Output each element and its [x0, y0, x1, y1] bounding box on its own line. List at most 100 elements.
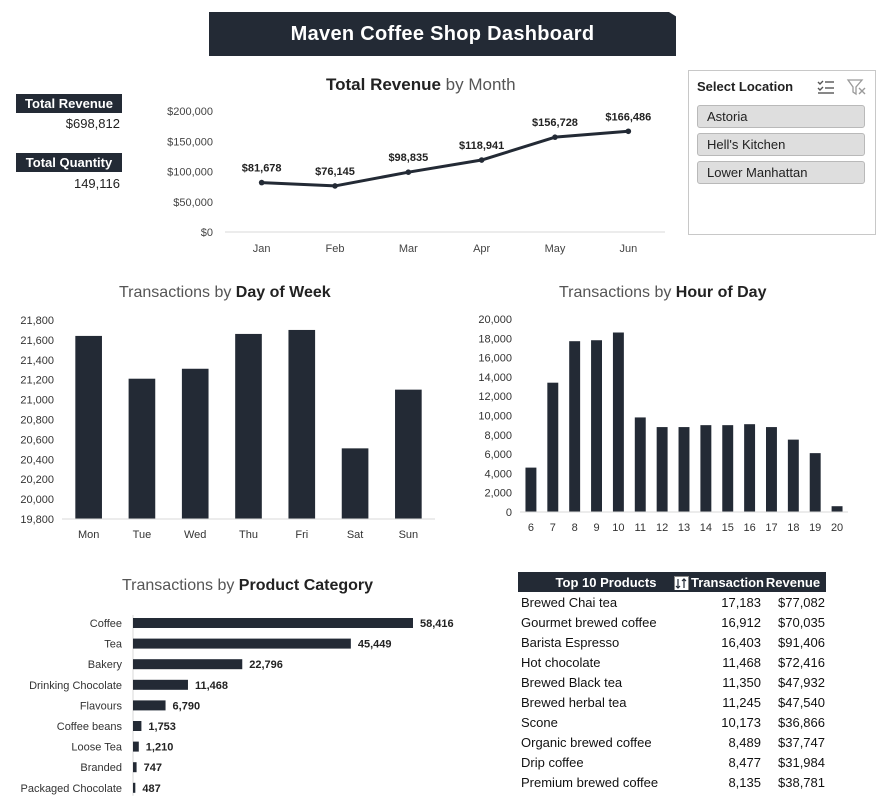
product-cell: Premium brewed coffee	[521, 774, 659, 790]
x-tick-label: 9	[593, 522, 599, 534]
total-quantity-value: 149,116	[73, 176, 120, 191]
y-tick-label: 20,000	[20, 494, 54, 506]
slicer-item-lower-manhattan[interactable]: Lower Manhattan	[697, 161, 865, 184]
hour-title-rest: Transactions by	[559, 284, 672, 301]
revenue-line-chart: $0 $50,000 $100,000 $150,000 $200,000 Jan Feb M…	[167, 106, 665, 255]
y-tick-label: 2,000	[484, 488, 512, 500]
product-cell: Hot chocolate	[521, 654, 601, 670]
data-point	[478, 157, 485, 163]
y-tick-label: 18,000	[478, 333, 512, 345]
x-tick-label: Tue	[133, 529, 152, 541]
bar	[288, 329, 316, 519]
revenue-cell: $77,082	[778, 594, 825, 610]
data-label: 487	[142, 783, 160, 795]
revenue-cell: $72,416	[778, 654, 825, 670]
y-tick-label: 20,200	[20, 474, 54, 486]
slicer-item-hells-kitchen[interactable]: Hell's Kitchen	[697, 133, 865, 156]
table-row: Drip coffee 8,477 $31,984	[518, 752, 826, 772]
x-tick-label: 12	[656, 522, 668, 534]
product-cell: Scone	[521, 714, 558, 730]
y-tick-label: 19,800	[20, 514, 54, 526]
total-revenue-value: $698,812	[65, 116, 120, 131]
hour-bar-chart: 0 2,000 4,000 6,000 8,000 10,000 12,000 14,000 1…	[478, 314, 848, 534]
table-row: Organic brewed coffee 8,489 $37,747	[518, 732, 826, 752]
category-label: Bakery	[88, 659, 123, 671]
slicer-item-astoria[interactable]: Astoria	[697, 105, 865, 128]
data-point	[552, 134, 558, 140]
bar	[525, 467, 537, 512]
table-row: Premium brewed coffee 8,135 $38,781	[518, 772, 826, 792]
x-tick-label: 18	[787, 522, 799, 534]
x-tick-label: 6	[528, 522, 534, 534]
transactions-cell: 8,489	[728, 734, 761, 750]
category-title-bold: Product Category	[238, 577, 374, 594]
y-tick-label: 6,000	[484, 449, 512, 461]
category-title-rest: Transactions by	[122, 577, 235, 594]
bar	[133, 721, 142, 731]
revenue-cell: $31,984	[778, 754, 825, 770]
x-tick-label: Jun	[619, 243, 637, 255]
y-tick-label: 20,600	[20, 434, 54, 446]
x-tick-label: 13	[678, 522, 690, 534]
y-tick-label: 21,600	[20, 335, 54, 347]
x-tick-label: 15	[722, 522, 734, 534]
dow-title-rest: Transactions by	[119, 284, 232, 301]
bar	[569, 341, 581, 512]
revenue-cell: $70,035	[778, 614, 825, 630]
transactions-cell: 11,245	[722, 694, 761, 710]
category-label: Loose Tea	[71, 742, 122, 754]
x-tick-label: 19	[809, 522, 821, 534]
bar	[75, 335, 102, 519]
dow-bar-chart: 19,800 20,000 20,200 20,400 20,600 20,800 21,0…	[20, 315, 435, 541]
x-tick-label: Jan	[253, 243, 271, 255]
x-tick-label: 7	[550, 522, 556, 534]
bar	[809, 453, 821, 512]
clear-filter-icon[interactable]	[846, 78, 868, 96]
table-row: Brewed Chai tea 17,183 $77,082	[518, 592, 826, 612]
bar	[181, 368, 209, 519]
revenue-cell: $47,932	[778, 674, 825, 690]
data-label: $98,835	[388, 152, 428, 164]
table-row: Brewed Black tea 11,350 $47,932	[518, 672, 826, 692]
x-tick-label: 16	[743, 522, 755, 534]
y-tick-label: 0	[506, 507, 512, 519]
table-body: Brewed Chai tea 17,183 $77,082 Gourmet brew…	[518, 592, 826, 792]
y-tick-label: $200,000	[167, 106, 213, 118]
y-tick-label: 10,000	[478, 411, 512, 423]
data-label: $156,728	[532, 117, 578, 129]
transactions-cell: 16,403	[721, 634, 761, 650]
y-tick-label: 16,000	[478, 353, 512, 365]
x-tick-label: 11	[635, 522, 646, 534]
dashboard-title: Maven Coffee Shop Dashboard	[209, 12, 676, 56]
transactions-cell: 8,135	[728, 774, 761, 790]
slicer-title: Select Location	[697, 79, 794, 94]
revenue-chart-title: Total Revenue by Month	[326, 75, 516, 95]
sort-icon[interactable]	[674, 575, 689, 590]
table-row: Scone 10,173 $36,866	[518, 712, 826, 732]
y-tick-label: 21,000	[20, 395, 54, 407]
data-label: $81,678	[242, 163, 282, 175]
bar	[591, 340, 602, 512]
data-point	[405, 169, 412, 176]
bar	[235, 333, 262, 519]
y-tick-label: 14,000	[478, 372, 512, 384]
transactions-cell: 8,477	[728, 754, 761, 770]
data-label: 45,449	[358, 639, 392, 651]
header-transactions[interactable]: Transaction	[691, 574, 764, 590]
bar	[133, 618, 413, 628]
bar	[133, 700, 166, 711]
bar	[133, 679, 188, 690]
header-revenue[interactable]: Revenue	[765, 574, 821, 590]
category-label: Drinking Chocolate	[29, 680, 122, 692]
product-cell: Barista Espresso	[521, 634, 620, 650]
header-product-label: Top 10 Products	[555, 574, 657, 590]
data-point	[258, 179, 265, 186]
data-point	[332, 183, 338, 189]
data-label: 58,416	[420, 618, 454, 630]
bar	[612, 332, 624, 512]
transactions-cell: 17,183	[721, 594, 761, 610]
product-cell: Brewed Chai tea	[521, 594, 618, 610]
data-label: 22,796	[249, 659, 283, 671]
category-label: Flavours	[80, 700, 123, 712]
multi-select-icon[interactable]	[816, 78, 836, 96]
